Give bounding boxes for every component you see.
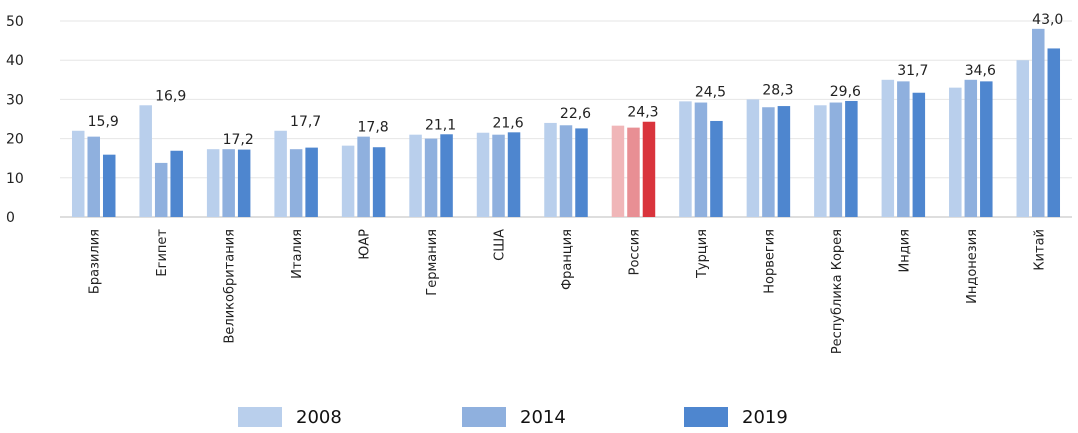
bar-2008-2 [206, 149, 220, 217]
bar-chart-svg: 0 10 20 30 40 50 15,9 16,9 17,2 17,7 17,8 21,1 21,6… [6, 12, 1072, 355]
bars [71, 28, 1061, 218]
bar-2014-14 [1032, 28, 1045, 218]
x-tick-label: Египет [155, 229, 170, 277]
data-label-2: 17,2 [223, 132, 254, 148]
bar-2019-9 [710, 120, 723, 217]
y-tick-label: 40 [6, 53, 24, 69]
x-tick-label: США [493, 229, 508, 261]
x-tick-label: Германия [425, 229, 440, 296]
bar-2008-4 [341, 145, 355, 217]
bar-2019-0 [102, 154, 116, 217]
bar-2008-1 [139, 105, 152, 217]
x-tick-label: Китай [1032, 229, 1047, 271]
bar-2019-13 [980, 81, 993, 217]
bar-2008-10 [746, 99, 760, 217]
data-label-8: 24,3 [627, 105, 658, 121]
legend-swatch-2019 [684, 407, 728, 427]
bar-2019-10 [777, 106, 791, 217]
bar-2008-6 [476, 132, 490, 217]
legend-label-2008: 2008 [296, 406, 342, 428]
bar-2014-0 [87, 136, 100, 217]
data-label-13: 34,6 [965, 63, 996, 79]
bar-2008-9 [679, 101, 692, 217]
legend-item-2019: 2019 [684, 404, 788, 430]
legend-item-2014: 2014 [462, 404, 566, 430]
x-tick-label: Италия [290, 229, 305, 279]
data-label-11: 29,6 [830, 84, 861, 100]
data-label-1: 16,9 [155, 88, 186, 104]
bar-2014-4 [357, 136, 370, 217]
bar-2019-2 [237, 149, 251, 217]
bar-2019-3 [305, 147, 318, 217]
x-tick-label: Индонезия [965, 229, 980, 304]
bar-2008-0 [71, 130, 85, 217]
y-tick-label: 50 [6, 14, 24, 30]
bar-2008-5 [409, 134, 422, 217]
legend-label-2019: 2019 [742, 406, 788, 428]
bar-2014-13 [964, 79, 978, 217]
data-labels: 15,9 16,9 17,2 17,7 17,8 21,1 21,6 22,6 24,3 24,5… [88, 12, 1064, 148]
bar-2019-11 [845, 100, 858, 217]
bar-2019-6 [507, 132, 521, 217]
bar-2014-3 [289, 149, 303, 217]
y-tick-label: 30 [6, 92, 24, 108]
bar-2008-8 [611, 125, 625, 217]
data-label-9: 24,5 [695, 84, 726, 100]
bar-2014-10 [762, 107, 775, 217]
bar-2019-5 [440, 134, 453, 217]
x-tick-label: Норвегия [762, 229, 777, 294]
bar-2008-7 [544, 122, 557, 217]
data-label-10: 28,3 [762, 82, 793, 98]
data-label-4: 17,8 [358, 120, 389, 136]
bar-2014-8 [627, 127, 640, 217]
y-tick-label: 0 [6, 210, 15, 226]
data-label-6: 21,6 [492, 115, 523, 131]
x-tick-label: Бразилия [88, 229, 103, 294]
legend-item-2008: 2008 [238, 404, 342, 430]
data-label-14: 43,0 [1032, 12, 1063, 28]
bar-2008-13 [949, 87, 962, 217]
bar-2014-9 [694, 102, 708, 217]
bar-2014-5 [424, 138, 438, 217]
x-axis-ticks: Бразилия Египет Великобритания Италия ЮАР Гер… [88, 229, 1048, 355]
x-tick-label: ЮАР [358, 229, 373, 260]
legend: 2008 2014 2019 [0, 404, 1078, 430]
bar-2014-1 [154, 162, 168, 217]
bar-2008-11 [814, 105, 827, 217]
legend-swatch-2014 [462, 407, 506, 427]
y-tick-label: 20 [6, 132, 24, 148]
bar-2019-1 [170, 150, 183, 217]
data-label-5: 21,1 [425, 117, 456, 133]
data-label-7: 22,6 [560, 106, 591, 122]
legend-swatch-2008 [238, 407, 282, 427]
bar-2019-7 [575, 128, 588, 217]
legend-label-2014: 2014 [520, 406, 566, 428]
bar-2019-4 [372, 147, 386, 217]
bar-2014-12 [897, 81, 910, 217]
bar-2008-14 [1016, 60, 1030, 218]
x-tick-label: Великобритания [223, 229, 238, 344]
x-tick-label: Индия [897, 229, 912, 272]
bar-2014-2 [222, 149, 235, 217]
bar-2014-6 [492, 134, 505, 217]
y-axis-ticks: 0 10 20 30 40 50 [6, 14, 24, 226]
bar-2008-12 [881, 79, 895, 217]
bar-2019-14 [1047, 48, 1061, 217]
x-tick-label: Турция [695, 229, 710, 279]
data-label-0: 15,9 [88, 114, 119, 130]
data-label-3: 17,7 [290, 114, 321, 130]
data-label-12: 31,7 [897, 63, 928, 79]
bar-2019-8 [642, 121, 656, 217]
x-tick-label: Франция [560, 229, 575, 290]
bar-2014-11 [829, 102, 843, 217]
bar-2014-7 [559, 125, 573, 217]
x-tick-label: Республика Корея [830, 229, 845, 354]
bar-2008-3 [274, 130, 287, 217]
bar-2019-12 [912, 92, 926, 217]
x-tick-label: Россия [627, 229, 642, 275]
y-tick-label: 10 [6, 171, 24, 187]
